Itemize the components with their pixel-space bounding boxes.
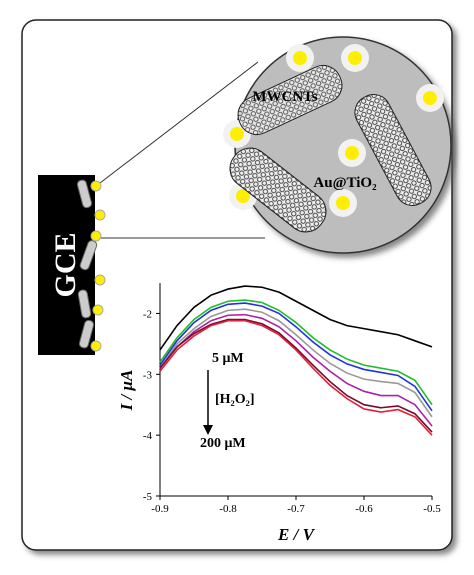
nanotubes bbox=[229, 64, 432, 233]
x-axis-label: E / V bbox=[277, 525, 316, 544]
y-axis-label: I / μA bbox=[117, 370, 136, 412]
y-tick-label: -4 bbox=[143, 430, 153, 442]
particle-label: Au@TiO₂ bbox=[313, 175, 377, 191]
x-tick-label: -0.9 bbox=[151, 503, 169, 515]
series-line bbox=[159, 319, 433, 436]
x-tick-label: -0.5 bbox=[423, 503, 441, 515]
zoom-line bbox=[99, 61, 259, 184]
series-line bbox=[159, 318, 433, 433]
chart: -2 -3 -4 -5-0.9 -0.8 -0.7 -0.6 -0.5 E / V I / μA 5… bbox=[117, 283, 441, 544]
nanotube-label: MWCNTs bbox=[252, 89, 317, 105]
x-tick-label: -0.8 bbox=[219, 503, 237, 515]
y-tick-label: -3 bbox=[143, 369, 153, 381]
y-tick-label: -5 bbox=[143, 491, 153, 503]
series-line bbox=[159, 308, 433, 418]
series-line bbox=[159, 302, 433, 412]
annotation: [H₂O₂] bbox=[215, 392, 255, 407]
annotation: 200 μM bbox=[200, 436, 246, 451]
arrow-head bbox=[203, 425, 213, 435]
electrode-coating bbox=[76, 179, 106, 352]
electrode-label: GCE bbox=[49, 232, 82, 297]
y-tick-label: -2 bbox=[143, 308, 152, 320]
x-tick-label: -0.6 bbox=[355, 503, 373, 515]
series-line bbox=[159, 299, 433, 406]
series-line bbox=[159, 313, 433, 427]
x-tick-label: -0.7 bbox=[287, 503, 305, 515]
annotation: 5 μM bbox=[212, 351, 244, 366]
series-line bbox=[159, 285, 433, 351]
